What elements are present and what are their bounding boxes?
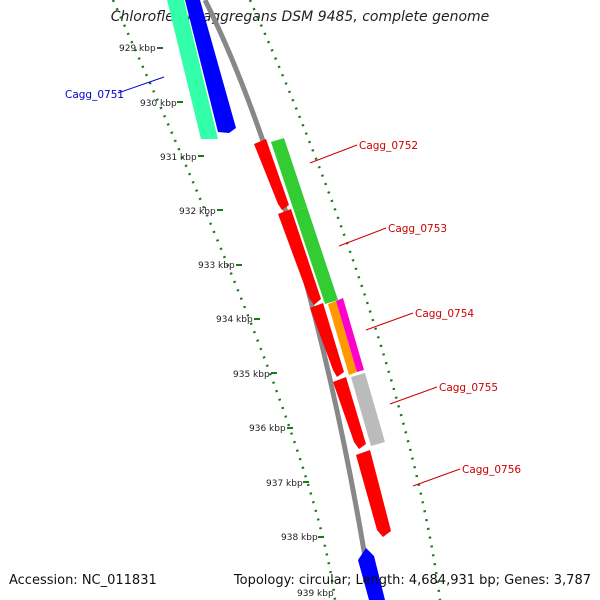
gene-label-0753: Cagg_0753: [388, 223, 447, 235]
gene-label-0756: Cagg_0756: [462, 464, 521, 476]
leader-line-0753: [338, 227, 387, 247]
cog-bar-0754b: [336, 298, 364, 372]
leader-line-0752: [309, 144, 358, 164]
cds-arrow-0751: [185, 0, 236, 133]
leader-line-0754: [365, 312, 414, 331]
tick-label-934: 934 kbp: [216, 315, 253, 325]
cog-bar-0751: [167, 0, 218, 139]
gene-label-0754: Cagg_0754: [415, 308, 474, 320]
gene-label-0752: Cagg_0752: [359, 140, 418, 152]
gene-labels: Cagg_0751 Cagg_0752 Cagg_0753 Cagg_0754 …: [65, 76, 521, 487]
cog-bar-0754a: [328, 301, 357, 375]
cog-bar-0753: [294, 207, 338, 304]
accession-label: Accession: NC_011831: [9, 573, 157, 588]
cds-arrow-0753: [278, 209, 321, 305]
cog-bar-0752: [271, 138, 307, 211]
tick-ring-inner: [111, 0, 337, 600]
tick-label-929: 929 kbp: [119, 44, 156, 54]
tick-label-930: 930 kbp: [140, 99, 177, 109]
leader-line-0756: [412, 468, 461, 487]
topology-label: Topology: circular; Length: 4,684,931 bp…: [233, 573, 591, 588]
backbone: [202, 0, 375, 600]
tick-label-935: 935 kbp: [233, 370, 270, 380]
tick-label-938: 938 kbp: [281, 533, 318, 543]
tick-ring-outer: [248, 0, 442, 600]
tick-label-933: 933 kbp: [198, 261, 235, 271]
cds-arrow-0752: [254, 139, 289, 210]
cds-arrow-0755: [333, 377, 366, 449]
tick-labels: 929 kbp 930 kbp 931 kbp 932 kbp 933 kbp …: [119, 44, 334, 599]
tick-label-932: 932 kbp: [179, 207, 216, 217]
tick-label-937: 937 kbp: [266, 479, 303, 489]
tick-label-931: 931 kbp: [160, 153, 197, 163]
leader-line-0755: [389, 386, 438, 405]
tick-label-939: 939 kbp: [297, 589, 334, 599]
leader-line-0751: [117, 76, 165, 94]
cds-arrow-next: [358, 548, 385, 600]
gene-label-0751: Cagg_0751: [65, 89, 124, 101]
cog-bar-0755: [351, 373, 385, 446]
gene-label-0755: Cagg_0755: [439, 382, 498, 394]
cds-arrow-0754: [310, 303, 344, 377]
cds-arrow-0756: [356, 450, 391, 537]
tick-label-936: 936 kbp: [249, 424, 286, 434]
